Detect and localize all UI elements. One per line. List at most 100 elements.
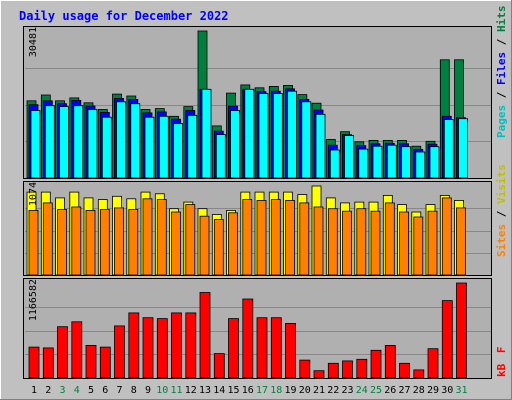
bar-pages-day-15 [230, 110, 240, 179]
bar-sites-day-13 [199, 215, 210, 276]
bar-sites-day-18 [270, 199, 281, 276]
bar-sites-day-22 [327, 208, 338, 276]
legend-sep-1: / [495, 91, 508, 98]
bar-kb-f-day-11 [171, 312, 182, 379]
bar-kb-f-day-15 [228, 318, 239, 379]
bar-kb-f-day-28 [413, 369, 425, 379]
bar-pages-day-21 [315, 113, 326, 179]
bar-kb-f-day-6 [99, 346, 111, 379]
bar-kb-f-day-16 [242, 298, 254, 379]
bar-pages-day-30 [443, 119, 454, 179]
bar-sites-day-24 [356, 208, 367, 276]
x-tick-label-day-27: 27 [398, 385, 410, 396]
x-tick-label-day-12: 12 [185, 385, 197, 396]
x-tick-label-day-29: 29 [427, 385, 439, 396]
bar-pages-day-19 [287, 90, 297, 179]
bar-sites-day-8 [128, 209, 139, 276]
bar-kb-f-day-10 [156, 318, 168, 379]
x-tick-label-day-22: 22 [327, 385, 339, 396]
bar-pages-day-1 [30, 110, 41, 179]
x-tick-label-day-15: 15 [227, 385, 239, 396]
bar-sites-day-5 [85, 209, 96, 276]
x-tick-label-day-18: 18 [270, 385, 282, 396]
x-tick-label-day-11: 11 [170, 385, 182, 396]
bar-sites-day-21 [313, 206, 324, 276]
bar-sites-day-30 [441, 197, 452, 276]
x-tick-label-day-25: 25 [370, 385, 382, 396]
bar-sites-day-15 [228, 212, 238, 276]
bar-pages-day-31 [458, 118, 468, 179]
x-tick-label-day-21: 21 [313, 385, 325, 396]
bar-kb-f-day-5 [85, 344, 97, 379]
bar-pages-day-5 [87, 109, 98, 179]
x-tick-label-day-26: 26 [384, 385, 396, 396]
bar-kb-f-day-20 [299, 359, 311, 379]
x-tick-label-day-23: 23 [341, 385, 353, 396]
legend-sep-3: / [495, 210, 508, 217]
x-tick-label-day-20: 20 [299, 385, 311, 396]
bar-kb-f-day-21 [313, 370, 325, 379]
bar-kb-f-day-23 [342, 360, 353, 379]
bar-sites-day-27 [399, 211, 409, 276]
bar-sites-day-25 [370, 210, 381, 276]
bar-pages-day-24 [358, 148, 369, 179]
bar-kb-f-day-17 [256, 317, 268, 379]
bar-sites-day-16 [242, 199, 253, 276]
x-tick-label-day-19: 19 [284, 385, 296, 396]
bar-sites-day-17 [256, 199, 267, 276]
bar-kb-f-day-18 [270, 317, 282, 379]
bar-kb-f-day-9 [142, 317, 154, 379]
legend-sites: Sites [495, 224, 508, 257]
bar-pages-day-17 [258, 93, 269, 179]
x-tick-label-day-3: 3 [59, 385, 65, 396]
bar-kb-f-day-25 [370, 349, 382, 379]
bar-sites-day-28 [413, 216, 424, 276]
bar-sites-day-9 [142, 198, 153, 276]
x-tick-label-day-1: 1 [31, 385, 37, 396]
bar-kb-f-day-27 [399, 362, 410, 379]
bar-kb-f-day-29 [427, 348, 439, 379]
bar-pages-day-22 [329, 149, 340, 179]
bar-kb-f-day-4 [71, 321, 83, 379]
bar-pages-day-18 [272, 93, 283, 179]
bar-pages-day-6 [101, 116, 112, 179]
bar-kb-f-day-26 [384, 344, 396, 379]
x-tick-label-day-9: 9 [145, 385, 151, 396]
bar-pages-day-3 [59, 106, 69, 179]
bar-sites-day-14 [213, 219, 224, 276]
chart-title: Daily usage for December 2022 [19, 9, 229, 23]
bar-pages-day-23 [344, 135, 354, 179]
bar-sites-day-20 [299, 202, 310, 276]
x-tick-label-day-31: 31 [455, 385, 467, 396]
legend-pages: Pages [495, 105, 508, 138]
bar-sites-day-2 [42, 202, 53, 276]
x-tick-label-day-16: 16 [242, 385, 254, 396]
x-tick-label-day-10: 10 [156, 385, 168, 396]
x-tick-label-day-7: 7 [116, 385, 122, 396]
bar-kb-f-day-1 [28, 346, 40, 379]
bar-kb-f-day-7 [114, 325, 125, 379]
legend-files: Files [495, 52, 508, 85]
x-tick-label-day-17: 17 [256, 385, 268, 396]
bar-sites-day-19 [285, 199, 295, 276]
bar-pages-day-28 [415, 151, 426, 179]
bar-sites-day-3 [57, 209, 67, 276]
bar-kb-f-day-13 [199, 292, 211, 379]
x-tick-label-day-8: 8 [131, 385, 137, 396]
bar-pages-day-9 [144, 116, 155, 179]
bar-pages-day-12 [187, 114, 198, 179]
x-tick-label-day-13: 13 [199, 385, 211, 396]
panel2-max-label: 1074 [28, 182, 39, 206]
bar-sites-day-6 [99, 209, 110, 276]
bar-kb-f-day-14 [213, 353, 225, 379]
bar-pages-day-7 [116, 101, 126, 179]
bar-kb-f-day-8 [128, 312, 140, 379]
bar-pages-day-13 [201, 88, 212, 179]
legend-pages-files-hits: Pages / Files / Hits [495, 6, 508, 139]
legend-sep-2: / [495, 38, 508, 45]
bar-kb-f-day-19 [285, 322, 296, 379]
bar-sites-day-7 [114, 207, 124, 276]
bar-pages-day-26 [386, 144, 397, 179]
legend-hits: Hits [495, 6, 508, 33]
x-tick-label-day-28: 28 [413, 385, 425, 396]
